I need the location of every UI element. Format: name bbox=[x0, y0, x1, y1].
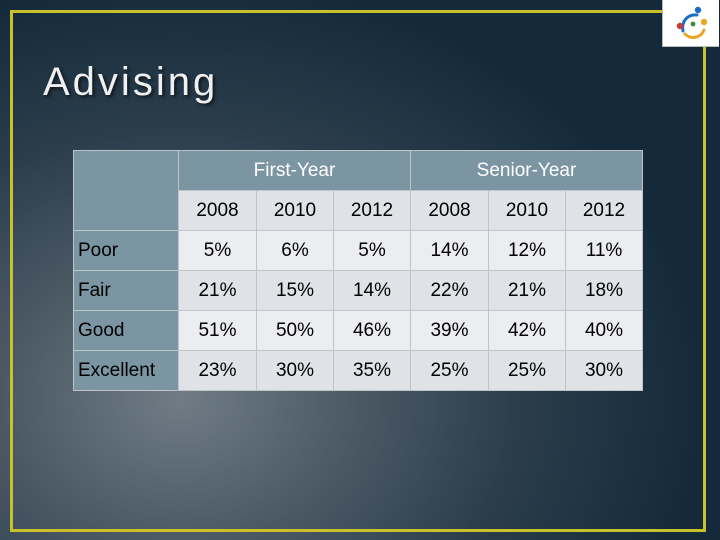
table-cell: 50% bbox=[256, 310, 334, 351]
people-circle-logo-icon bbox=[676, 6, 708, 39]
row-label: Poor bbox=[73, 230, 179, 271]
year-header: 2012 bbox=[333, 190, 411, 231]
table-cell: 30% bbox=[565, 350, 643, 391]
table-row: Poor 5% 6% 5% 14% 12% 11% bbox=[73, 230, 643, 271]
table-cell: 11% bbox=[565, 230, 643, 271]
table-row: Fair 21% 15% 14% 22% 21% 18% bbox=[73, 270, 643, 311]
slide-frame bbox=[10, 10, 706, 532]
row-label: Excellent bbox=[73, 350, 179, 391]
table-row: Good 51% 50% 46% 39% 42% 40% bbox=[73, 310, 643, 351]
group-header: Senior-Year bbox=[410, 150, 643, 191]
year-header: 2010 bbox=[488, 190, 566, 231]
table-cell: 18% bbox=[565, 270, 643, 311]
logo bbox=[662, 0, 719, 47]
table-cell: 30% bbox=[256, 350, 334, 391]
table-cell: 46% bbox=[333, 310, 411, 351]
corner-cell bbox=[73, 150, 179, 231]
table-cell: 21% bbox=[488, 270, 566, 311]
row-label: Good bbox=[73, 310, 179, 351]
table-cell: 25% bbox=[410, 350, 489, 391]
group-header-row: First-Year Senior-Year bbox=[73, 150, 643, 231]
table-cell: 12% bbox=[488, 230, 566, 271]
table-cell: 42% bbox=[488, 310, 566, 351]
table-cell: 23% bbox=[178, 350, 257, 391]
table-cell: 35% bbox=[333, 350, 411, 391]
table-cell: 21% bbox=[178, 270, 257, 311]
table-cell: 5% bbox=[333, 230, 411, 271]
table-cell: 15% bbox=[256, 270, 334, 311]
row-label: Fair bbox=[73, 270, 179, 311]
table-cell: 51% bbox=[178, 310, 257, 351]
table-cell: 5% bbox=[178, 230, 257, 271]
year-header: 2010 bbox=[256, 190, 334, 231]
year-header: 2012 bbox=[565, 190, 643, 231]
table-cell: 14% bbox=[410, 230, 489, 271]
table-cell: 14% bbox=[333, 270, 411, 311]
advising-table: First-Year Senior-Year 2008 2010 2012 20… bbox=[73, 150, 643, 391]
table-cell: 39% bbox=[410, 310, 489, 351]
page-title: Advising bbox=[43, 60, 219, 104]
group-header: First-Year bbox=[178, 150, 411, 191]
year-header: 2008 bbox=[410, 190, 489, 231]
table-cell: 6% bbox=[256, 230, 334, 271]
table-row: Excellent 23% 30% 35% 25% 25% 30% bbox=[73, 350, 643, 391]
table-cell: 22% bbox=[410, 270, 489, 311]
table-cell: 25% bbox=[488, 350, 566, 391]
table-cell: 40% bbox=[565, 310, 643, 351]
year-header: 2008 bbox=[178, 190, 257, 231]
year-header-row: 2008 2010 2012 2008 2010 2012 bbox=[74, 190, 643, 231]
